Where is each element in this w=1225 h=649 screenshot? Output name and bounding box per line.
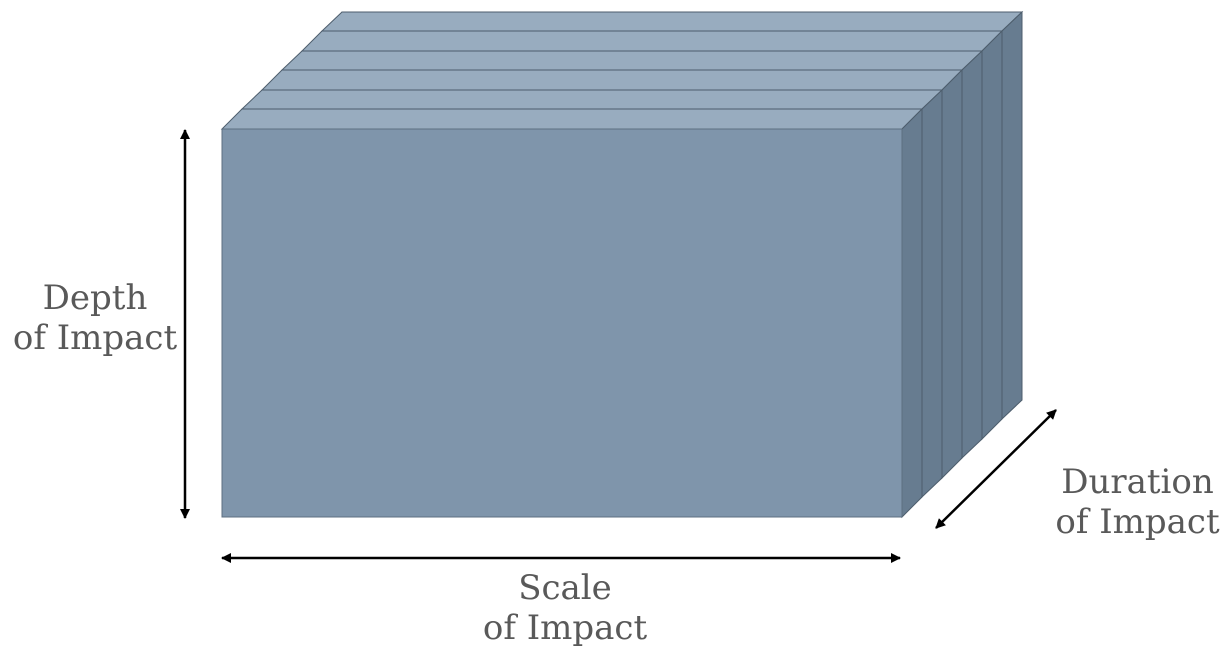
- duration-arrow: [935, 409, 1057, 529]
- duration-label-line1: Duration: [1061, 462, 1214, 502]
- depth-label-line2: of Impact: [12, 318, 178, 358]
- scale-label-line1: Scale: [518, 568, 612, 608]
- scale-label-line2: of Impact: [482, 608, 648, 648]
- scale-of-impact-label: Scale of Impact: [445, 568, 685, 648]
- front-face: [221, 128, 903, 518]
- layer-stack: [220, 10, 1024, 519]
- duration-label-line2: of Impact: [1055, 502, 1220, 542]
- depth-label-line1: Depth: [42, 278, 148, 318]
- depth-of-impact-label: Depth of Impact: [10, 278, 180, 358]
- duration-of-impact-label: Duration of Impact: [1050, 462, 1225, 542]
